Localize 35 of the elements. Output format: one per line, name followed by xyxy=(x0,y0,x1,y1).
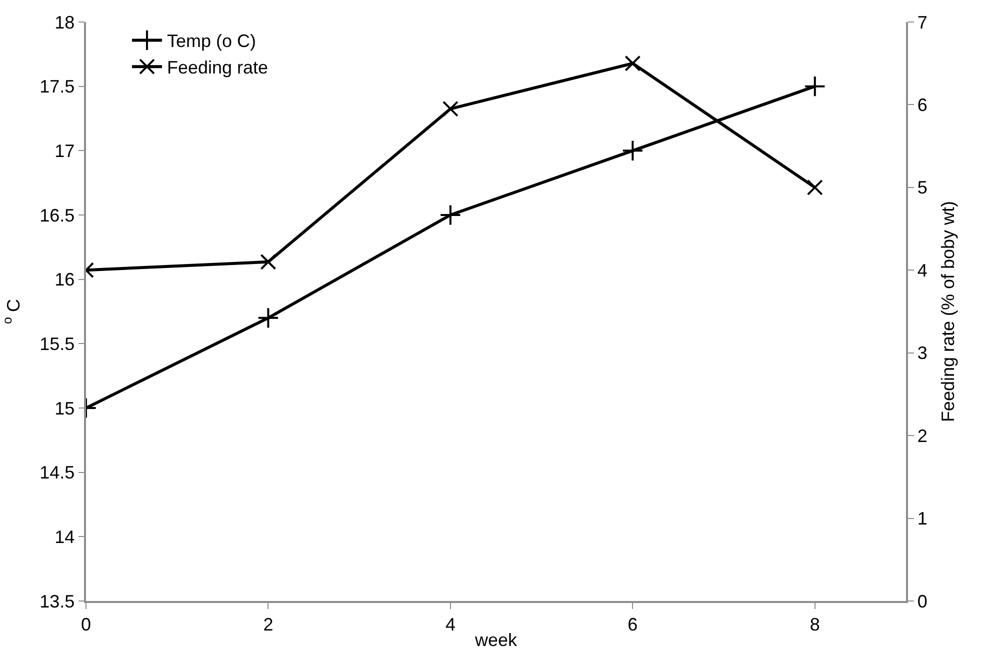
legend-label: Temp (o C) xyxy=(167,31,256,52)
point xyxy=(804,76,826,98)
y2-tick-label: 0 xyxy=(917,591,928,612)
y-tick-label: 18 xyxy=(54,12,75,32)
x-tick-label: 6 xyxy=(628,614,638,634)
legend-label: Feeding rate xyxy=(167,58,268,78)
y2-axis-title: Feeding rate (% of boby wt) xyxy=(938,200,958,422)
x-axis-title: week xyxy=(474,630,518,650)
y-tick-label: 17.5 xyxy=(40,76,75,97)
point xyxy=(442,100,458,117)
y2-tick-label: 5 xyxy=(917,178,928,198)
y-tick-label: 16 xyxy=(54,270,75,290)
x-tick-label: 2 xyxy=(263,614,274,634)
y-tick-label: 14 xyxy=(54,526,75,547)
point xyxy=(440,204,462,226)
point xyxy=(624,55,641,72)
point xyxy=(622,140,644,162)
y2-tick-label: 6 xyxy=(917,95,928,116)
point xyxy=(257,307,280,329)
point xyxy=(260,254,276,270)
y2-tick-label: 7 xyxy=(917,12,928,32)
y-tick-label: 15.5 xyxy=(40,334,75,354)
x-tick-label: 4 xyxy=(445,614,456,634)
y2-tick-label: 2 xyxy=(917,426,928,446)
y2-tick-label: 1 xyxy=(917,508,928,529)
point xyxy=(806,179,823,196)
y-tick-label: 14.5 xyxy=(40,462,75,483)
x-tick-label: 8 xyxy=(810,614,820,634)
y-tick-label: 15 xyxy=(54,398,75,418)
x-tick-label: 0 xyxy=(80,614,92,634)
y2-tick-label: 4 xyxy=(917,260,928,280)
y-tick-label: 17 xyxy=(54,140,75,161)
y-tick-label: 16.5 xyxy=(40,205,75,226)
y2-tick-label: 3 xyxy=(917,343,928,364)
y-tick-label: 13.5 xyxy=(40,591,75,612)
